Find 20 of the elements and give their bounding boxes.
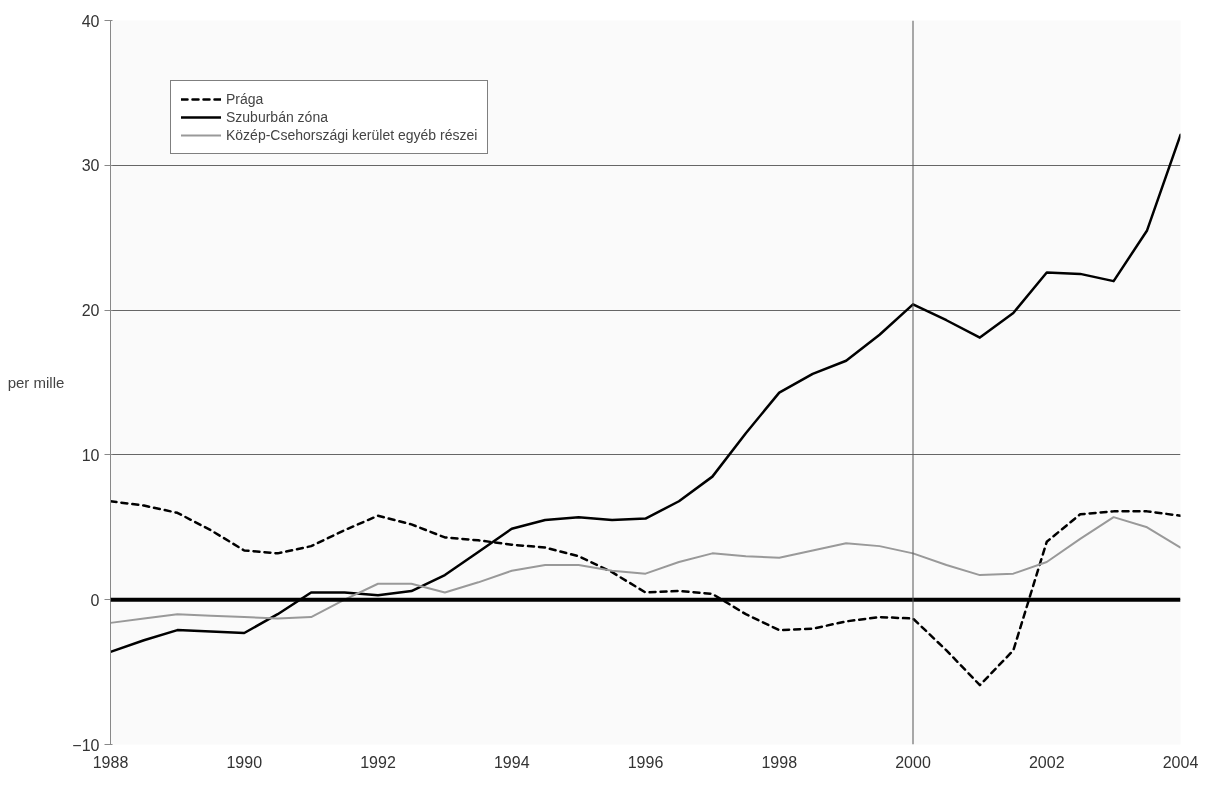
x-tick-label: 2004 [1162, 753, 1199, 771]
legend-label: Prága [226, 91, 264, 107]
legend-label: Közép-Csehországi kerület egyéb részei [226, 127, 478, 143]
legend-label: Szuburbán zóna [226, 109, 328, 125]
x-tick-label: 2000 [895, 753, 931, 771]
y-tick-label: −10 [72, 736, 100, 754]
y-tick-label: 40 [81, 12, 100, 30]
y-tick-label: 30 [81, 157, 100, 175]
x-tick-label: 1998 [761, 753, 798, 771]
x-tick-label: 1992 [360, 753, 396, 771]
y-axis-title: per mille [7, 374, 65, 391]
x-tick-label: 1988 [92, 753, 129, 771]
x-tick-label: 1994 [493, 753, 530, 771]
x-tick-label: 2002 [1028, 753, 1065, 771]
x-tick-label: 1996 [627, 753, 664, 771]
y-tick-label: 20 [81, 302, 100, 320]
x-tick-label: 1990 [226, 753, 263, 771]
y-tick-label: 10 [81, 446, 100, 464]
line-series [110, 516, 1181, 624]
y-tick-label: 0 [90, 591, 100, 609]
